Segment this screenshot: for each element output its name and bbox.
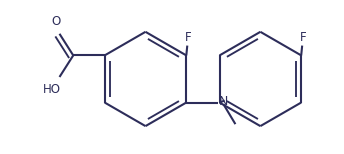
Text: N: N [219,95,228,108]
Text: F: F [300,31,307,44]
Text: HO: HO [43,83,61,96]
Text: O: O [51,15,60,28]
Text: F: F [185,31,192,44]
